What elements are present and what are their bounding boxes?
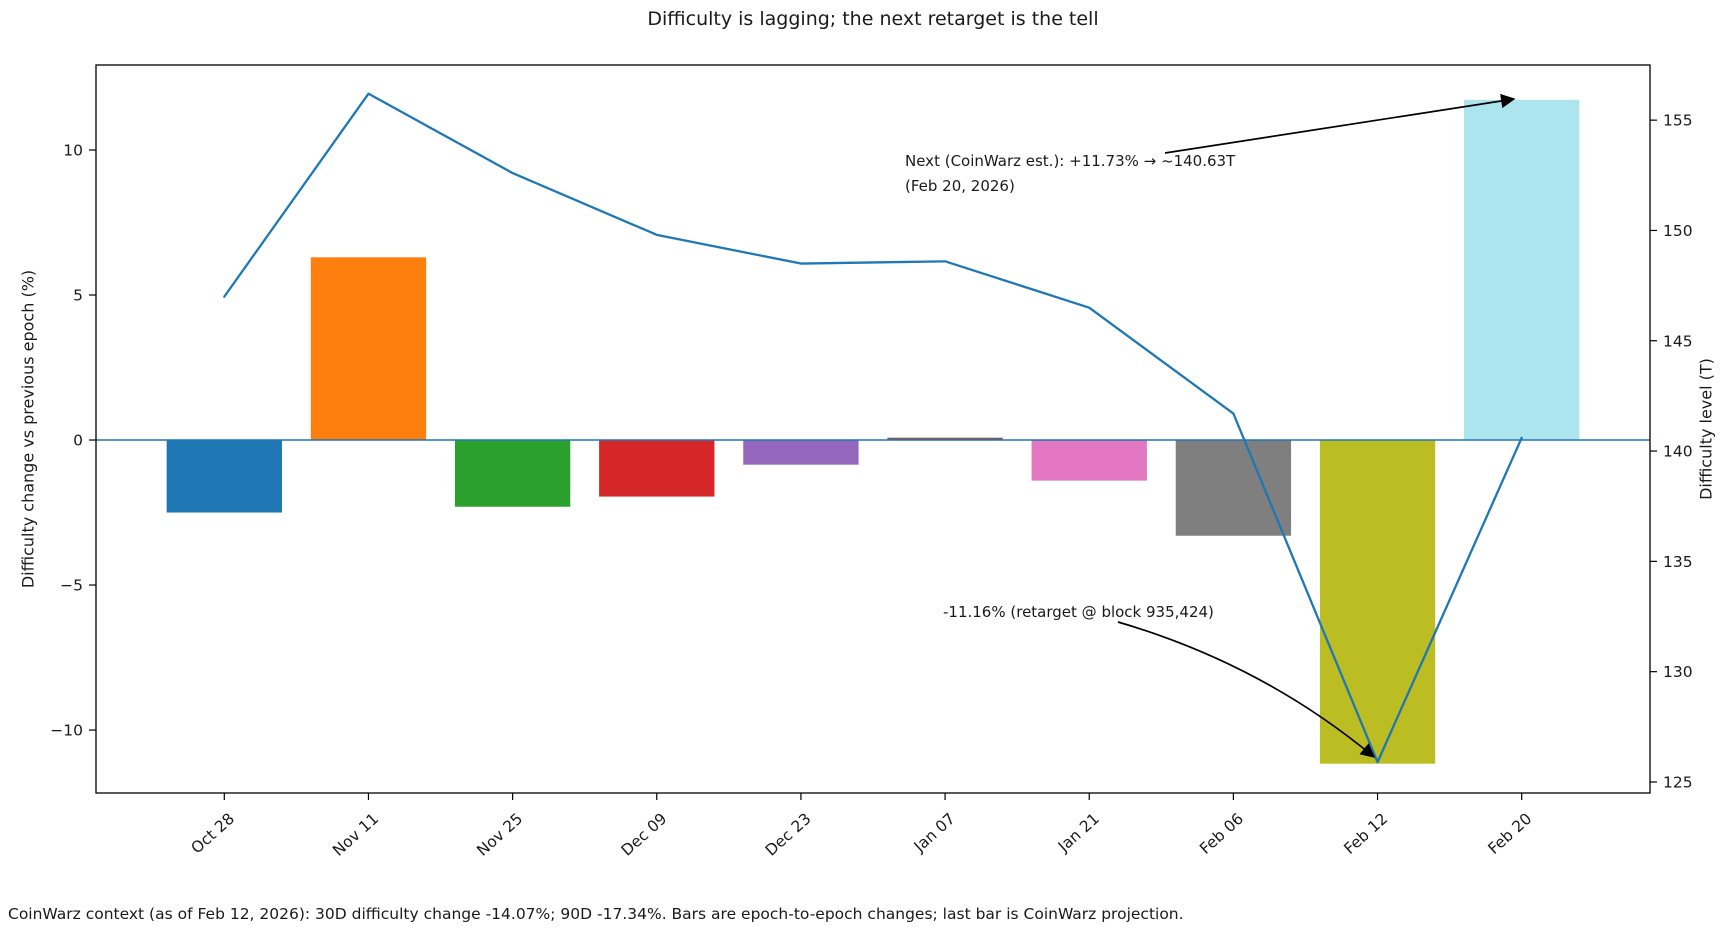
x-tick-label-nov-11: Nov 11: [329, 810, 382, 860]
bar-dec-23: [743, 440, 859, 465]
annotation-retarget-drop-arrow: [1117, 621, 1376, 758]
difficulty-level-line: [223, 92, 1523, 764]
x-tick-label-dec-09: Dec 09: [618, 810, 671, 860]
x-tick-label-oct-28: Oct 28: [188, 810, 238, 858]
y-left-tick-label--5: −5: [60, 577, 83, 595]
y-left-tick-label-0: 0: [73, 432, 83, 450]
x-tick-label-feb-12: Feb 12: [1340, 810, 1391, 858]
bar-dec-09: [599, 440, 715, 497]
bar-feb-20: [1464, 99, 1580, 441]
bar-feb-12: [1319, 440, 1436, 764]
y-right-tick-label-145: 145: [1663, 332, 1693, 350]
bar-jan-07: [887, 437, 1003, 441]
y-right-tick-label-140: 140: [1663, 443, 1693, 461]
y-left-tick-label--10: −10: [50, 722, 83, 740]
bar-jan-21: [1031, 440, 1147, 481]
annotation-next-estimate: Next (CoinWarz est.): +11.73% → ~140.63T…: [905, 152, 1236, 195]
annotation-next-estimate-arrow: [1164, 93, 1516, 154]
y-right-tick-label-155: 155: [1663, 112, 1693, 130]
y-right-tick-label-125: 125: [1663, 773, 1693, 791]
y-right-tick-label-135: 135: [1663, 553, 1693, 571]
y-right-tick-label-150: 150: [1663, 222, 1693, 240]
chart-title: Difficulty is lagging; the next retarget…: [647, 8, 1099, 30]
bar-oct-28: [166, 440, 282, 513]
x-tick-label-dec-23: Dec 23: [762, 810, 815, 860]
x-tick-label-feb-06: Feb 06: [1196, 810, 1247, 858]
y-right-tick-label-130: 130: [1663, 663, 1693, 681]
x-tick-label-feb-20: Feb 20: [1485, 810, 1536, 858]
x-tick-label-jan-21: Jan 21: [1054, 810, 1103, 857]
footnote: CoinWarz context (as of Feb 12, 2026): 3…: [8, 905, 1184, 923]
bar-feb-06: [1175, 440, 1292, 536]
plot-area: [95, 64, 1651, 794]
bar-nov-25: [454, 440, 571, 507]
x-tick-label-nov-25: Nov 25: [473, 810, 526, 860]
annotation-retarget-drop: -11.16% (retarget @ block 935,424): [943, 603, 1214, 621]
x-tick-label-jan-07: Jan 07: [910, 810, 959, 857]
y-left-tick-label-5: 5: [73, 287, 83, 305]
y-left-tick-label-10: 10: [63, 141, 83, 159]
bar-nov-11: [310, 257, 427, 441]
